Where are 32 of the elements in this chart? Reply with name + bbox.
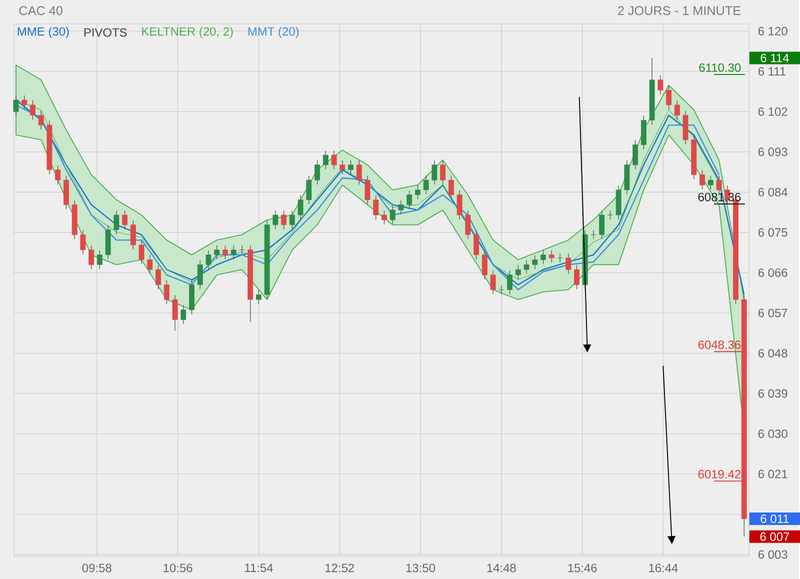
x-tick-label: 15:46 (568, 564, 597, 572)
y-tick-label: 6 120 (758, 26, 788, 36)
annotation: PIVOTS (84, 28, 127, 37)
y-tick-label: 6 030 (758, 429, 788, 438)
text: 6 114 (760, 54, 789, 62)
x-tick-label: 13:50 (406, 564, 436, 572)
text: KELTNER (20, 2) (142, 26, 233, 38)
text: MME (30) (18, 26, 69, 38)
y-tick-label: 6 057 (758, 308, 788, 318)
y-tick-label: 6 066 (758, 268, 788, 277)
x-tick-label: 14:48 (487, 564, 516, 572)
ref-line-label: 6110.30 (699, 63, 741, 72)
y-tick-label: 6 084 (758, 188, 788, 196)
x-tick-label: 16:44 (649, 564, 678, 572)
y-tick-label: 6 093 (758, 148, 788, 156)
y-tick-label: 6 111 (758, 66, 786, 76)
x-tick-label: 10:56 (164, 564, 192, 572)
x-tick-label: 09:58 (82, 564, 112, 572)
y-tick-label: 6 075 (758, 228, 788, 237)
x-tick-label: 11:54 (245, 564, 273, 572)
ref-line-label: 6019.42 (698, 470, 740, 478)
text: 6 007 (760, 532, 790, 541)
text: MMT (20) (248, 26, 299, 38)
x-tick-label: 12:52 (326, 564, 354, 572)
y-tick-label: 6 048 (758, 348, 788, 358)
y-tick-label: 6 039 (758, 389, 788, 398)
chart-subtitle: 2 JOURS - 1 MINUTE (618, 6, 741, 15)
y-tick-label: 6 003 (758, 550, 788, 559)
y-tick-label: 6 021 (758, 470, 788, 478)
chart-title: CAC 40 (19, 6, 62, 15)
text: 6 011 (760, 514, 789, 523)
y-tick-label: 6 102 (758, 107, 788, 116)
